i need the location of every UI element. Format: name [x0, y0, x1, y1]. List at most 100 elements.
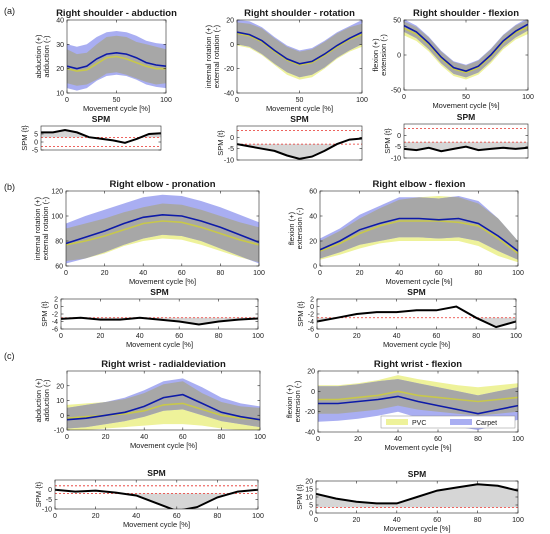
- y-axis-label: internal rotation (+): [33, 196, 42, 260]
- x-tick-label: 20: [97, 333, 105, 340]
- carpet-mean-line: [67, 51, 166, 70]
- y-tick-label: 0: [34, 140, 38, 147]
- x-tick-label: 100: [512, 436, 524, 443]
- carpet-mean-line: [318, 395, 518, 415]
- y-axis-label: SPM {t}: [34, 481, 43, 507]
- x-tick-label: 0: [53, 513, 57, 520]
- y-tick-label: -5: [395, 144, 401, 151]
- chart-plot-area: [317, 305, 516, 329]
- y-tick-label: 60: [309, 189, 317, 196]
- panel-label-a: (a): [4, 6, 15, 16]
- x-tick-label: 100: [512, 517, 524, 524]
- x-tick-label: 40: [132, 513, 140, 520]
- y-tick-label: 20: [226, 18, 234, 25]
- x-tick-label: 20: [92, 513, 100, 520]
- y-tick-label: -20: [305, 409, 315, 416]
- chart-plot-area: [237, 130, 362, 160]
- x-tick-label: 0: [235, 97, 239, 104]
- x-tick-label: 0: [316, 436, 320, 443]
- x-tick-label: 0: [318, 270, 322, 277]
- x-axis-label: Movement cycle [%]: [266, 104, 333, 113]
- y-tick-label: 100: [51, 214, 63, 221]
- y-tick-label: 80: [55, 239, 63, 246]
- pvc-mean-line: [237, 32, 362, 66]
- x-tick-label: 20: [353, 333, 361, 340]
- y-tick-label: -4: [52, 319, 58, 326]
- y-tick-label: -2: [52, 312, 58, 319]
- x-tick-label: 0: [315, 333, 319, 340]
- chart-c3: -10 -5 0 0 20 40 60 80 100 SPM Movement cycle [%] S…: [34, 468, 264, 529]
- y-tick-label: -10: [224, 158, 234, 165]
- x-tick-label: 40: [139, 270, 147, 277]
- x-tick-label: 40: [395, 270, 403, 277]
- x-tick-label: 0: [64, 270, 68, 277]
- x-tick-label: 100: [252, 513, 264, 520]
- x-tick-label: 40: [393, 333, 401, 340]
- y-tick-label: -5: [46, 497, 52, 504]
- x-tick-label: 100: [252, 333, 264, 340]
- x-tick-label: 50: [113, 97, 121, 104]
- chart-frame: [236, 125, 363, 161]
- x-tick-label: 80: [215, 333, 223, 340]
- spm-fill-lower: [237, 144, 362, 159]
- y-axis-label: flexion (+): [287, 211, 296, 245]
- y-axis-label: SPM {t}: [296, 301, 305, 327]
- chart-title: SPM: [147, 468, 165, 478]
- carpet-mean-line: [66, 213, 259, 245]
- chart-frame: [65, 190, 260, 267]
- chart-title: Right wrist - radialdeviation: [101, 359, 226, 370]
- x-tick-label: 0: [65, 97, 69, 104]
- carpet-mean-line: [67, 393, 260, 421]
- y-tick-label: 20: [305, 479, 313, 486]
- y-tick-label: 10: [56, 398, 64, 405]
- legend-box: [380, 415, 516, 429]
- x-tick-label: 0: [65, 434, 69, 441]
- spm-line: [404, 145, 528, 153]
- y-axis-label: extension (-): [379, 34, 388, 76]
- overlap-band: [67, 35, 166, 86]
- chart-frame: [403, 123, 529, 159]
- y-tick-label: 0: [310, 304, 314, 311]
- y-tick-label: 20: [309, 239, 317, 246]
- chart-plot-area: [318, 375, 518, 430]
- legend-label: PVC: [412, 420, 426, 427]
- x-tick-label: 0: [402, 94, 406, 101]
- overlap-band: [66, 203, 259, 263]
- y-tick-label: 0: [230, 42, 234, 49]
- x-tick-label: 40: [136, 333, 144, 340]
- chart-title: SPM: [92, 114, 110, 124]
- x-tick-label: 60: [173, 513, 181, 520]
- x-axis-label: Movement cycle [%]: [126, 340, 193, 349]
- x-tick-label: 80: [217, 270, 225, 277]
- y-tick-label: -10: [391, 156, 401, 163]
- chart-b2: 0 20 40 60 0 20 40 60 80 100 Right elbow - flexion…: [287, 179, 524, 286]
- chart-plot-area: [66, 194, 259, 264]
- chart-title: Right elbow - pronation: [109, 179, 215, 190]
- x-tick-label: 80: [472, 333, 480, 340]
- pvc-mean-line: [66, 220, 259, 246]
- y-tick-label: -40: [305, 430, 315, 437]
- chart-plot-area: [320, 196, 518, 263]
- pvc-mean-line: [318, 390, 518, 403]
- y-tick-label: 10: [305, 495, 313, 502]
- y-tick-label: 20: [307, 369, 315, 376]
- y-tick-label: 0: [313, 264, 317, 271]
- y-axis-label: abduction (+): [34, 34, 43, 78]
- x-tick-label: 20: [353, 517, 361, 524]
- y-tick-label: 0: [54, 304, 58, 311]
- y-tick-label: 40: [56, 18, 64, 25]
- pvc-mean-line: [67, 55, 166, 72]
- spm-fill-upper: [316, 484, 518, 508]
- y-tick-label: 0: [311, 389, 315, 396]
- overlap-band: [404, 20, 528, 80]
- chart-title: Right shoulder - rotation: [244, 8, 355, 19]
- y-tick-label: 30: [56, 42, 64, 49]
- x-tick-label: 50: [462, 94, 470, 101]
- chart-plot-area: [237, 20, 362, 80]
- chart-frame: [54, 479, 259, 510]
- y-tick-label: -10: [54, 428, 64, 435]
- chart-frame: [319, 190, 519, 267]
